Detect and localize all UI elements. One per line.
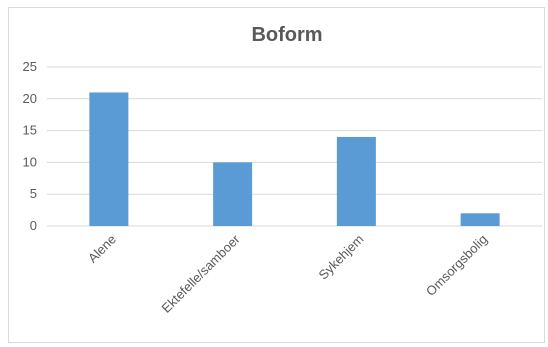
- y-tick-label: 25: [23, 59, 37, 74]
- x-category-label: Sykehjem: [316, 232, 367, 283]
- y-tick-label: 10: [23, 154, 37, 169]
- x-axis-labels: Alene Ektefelle/samboer Sykehjem Omsorgsbol…: [85, 231, 490, 316]
- gridlines: [47, 66, 542, 227]
- bars: [89, 92, 500, 226]
- bar-alene: [89, 92, 129, 226]
- y-axis-ticks: 0 5 10 15 20 25: [23, 59, 37, 233]
- y-tick-label: 20: [23, 91, 37, 106]
- y-tick-label: 15: [23, 123, 37, 138]
- y-tick-label: 0: [30, 218, 37, 233]
- bar-omsorgsbolig: [460, 213, 500, 226]
- x-category-label: Omsorgsbolig: [423, 232, 490, 299]
- bar-sykehjem: [336, 136, 376, 226]
- x-category-label: Ektefelle/samboer: [159, 231, 244, 316]
- chart-title: Boform: [251, 24, 322, 46]
- y-tick-label: 5: [30, 186, 37, 201]
- bar-ektefelle-samboer: [213, 162, 253, 226]
- x-category-label: Alene: [85, 232, 119, 266]
